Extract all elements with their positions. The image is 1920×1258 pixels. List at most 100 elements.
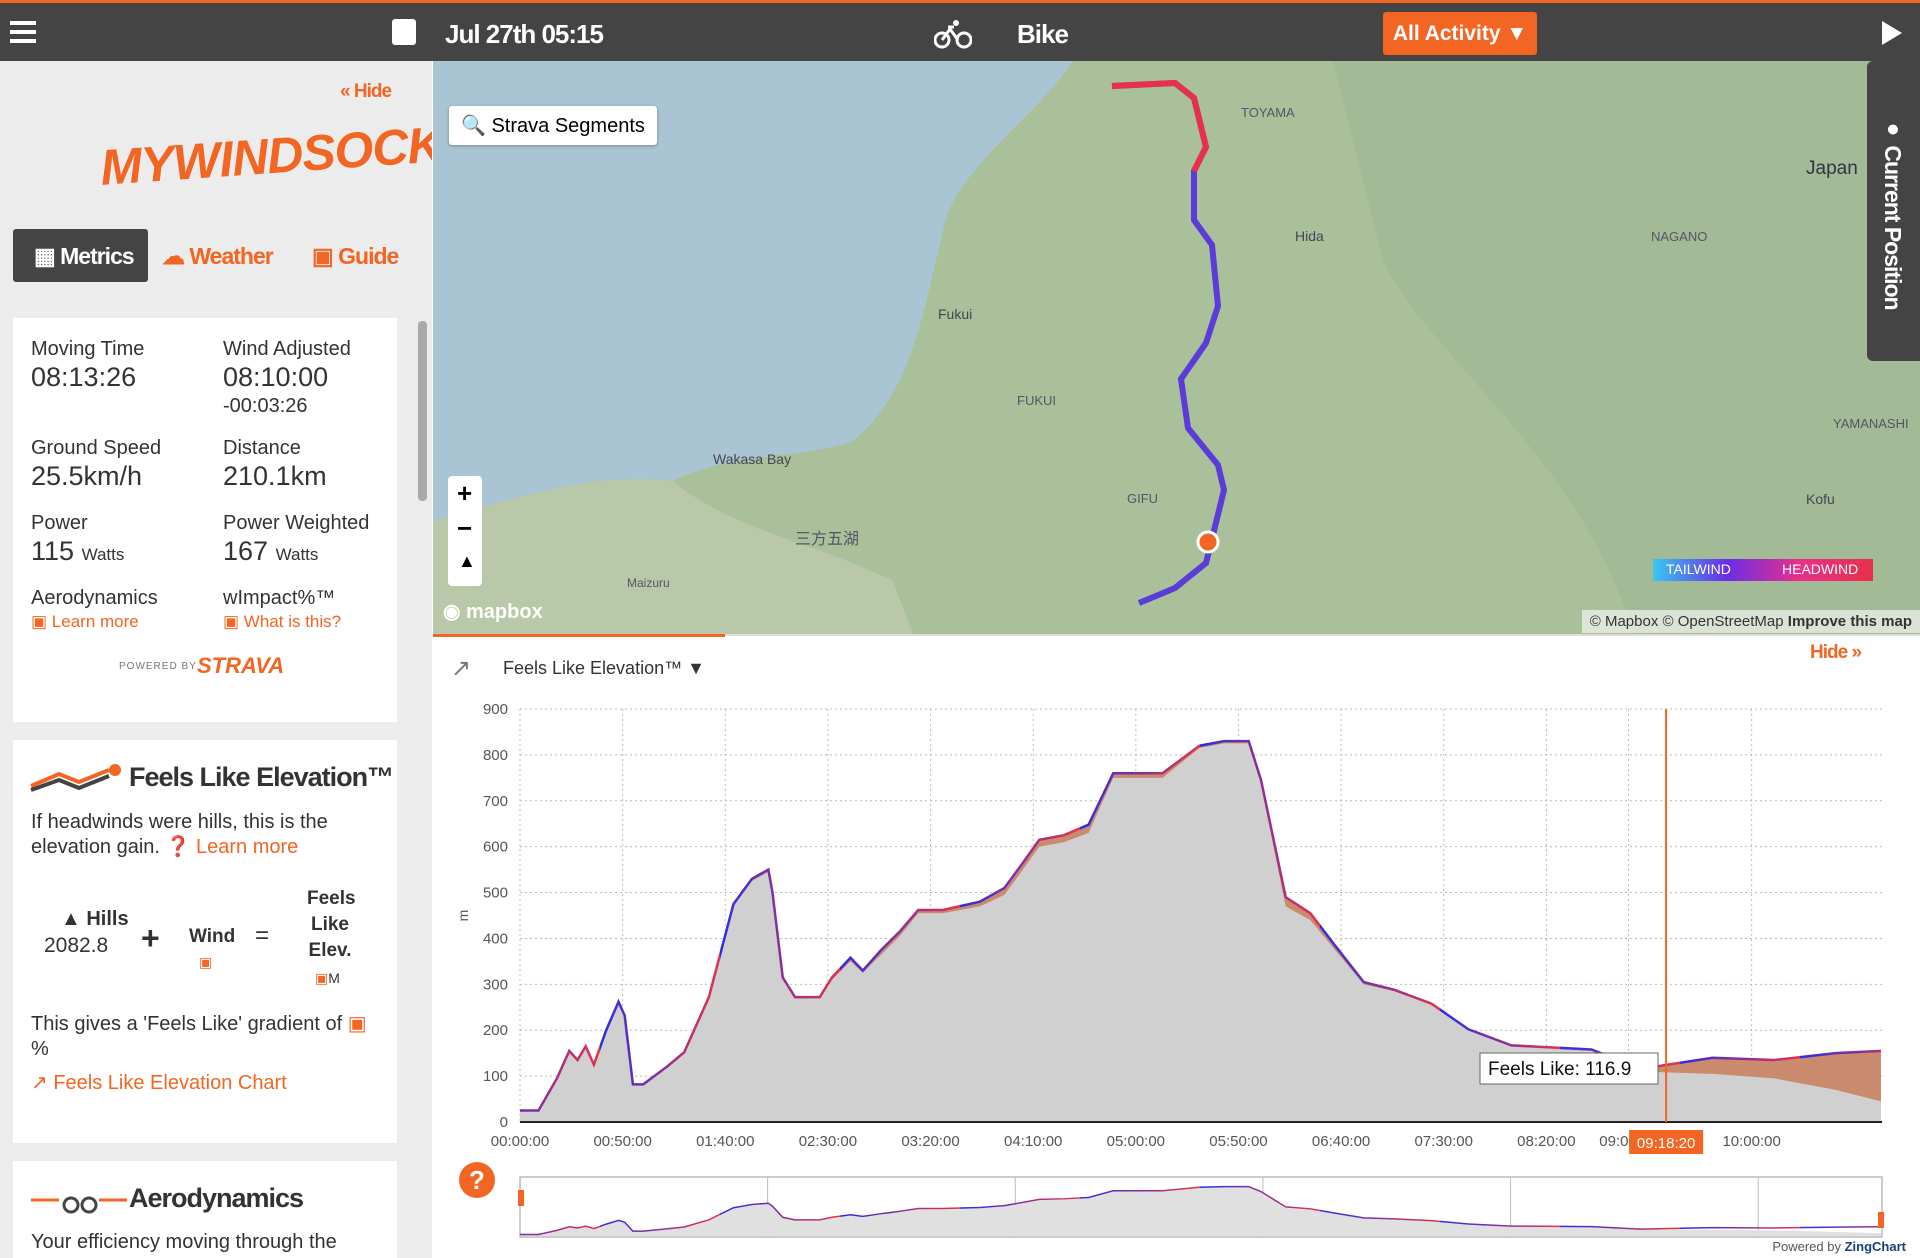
place-label: TOYAMA <box>1241 105 1295 120</box>
hills-value: 2082.8 <box>44 934 109 957</box>
unit: M <box>328 970 340 986</box>
hide-text[interactable]: Hide <box>1810 642 1848 663</box>
feels-icon <box>30 764 121 792</box>
map[interactable]: 🔍 Strava Segments + − ▲ ● Current Positi… <box>433 61 1920 634</box>
result-unit: ▣M <box>315 970 340 986</box>
card-title: Feels Like Elevation™ <box>129 762 394 792</box>
headwind-label: HEADWIND <box>1782 561 1859 577</box>
zoom-in[interactable]: + <box>457 478 473 508</box>
mapbox-logo[interactable]: ◉ mapbox <box>443 601 543 623</box>
tab[interactable]: ▣ Guide <box>312 243 399 269</box>
metric-unit: Watts <box>275 545 319 564</box>
logo-text[interactable]: mapbox <box>466 601 543 623</box>
aero-card: Aerodynamics Your efficiency moving thro… <box>13 1161 397 1258</box>
button-text[interactable]: Strava Segments <box>491 115 645 137</box>
date[interactable]: Jul 27th 05:15 <box>445 19 604 49</box>
plus-sign: + <box>141 920 160 956</box>
tab-label[interactable]: Weather <box>189 243 273 269</box>
attribution-text[interactable]: © Mapbox © OpenStreetMap <box>1589 613 1784 630</box>
link-text[interactable]: Learn more <box>51 612 139 631</box>
current-position-label[interactable]: ● Current Position <box>1880 115 1906 310</box>
label: Hills <box>86 908 129 930</box>
place-label: Wakasa Bay <box>713 451 792 467</box>
menu-button[interactable] <box>10 21 36 43</box>
wind-legend <box>1653 559 1873 581</box>
link-text[interactable]: Learn more <box>196 836 299 858</box>
place-label: 三方五湖 <box>795 531 860 548</box>
place-label: Japan <box>1806 158 1858 179</box>
label[interactable]: Current Position <box>1880 145 1906 310</box>
tab[interactable]: ▦ Metrics <box>34 243 135 269</box>
metrics-card: Moving Time 08:13:26 Wind Adjusted 08:10… <box>13 318 397 722</box>
link-text[interactable]: What is this? <box>243 612 342 631</box>
metric-label: wImpact%™ <box>223 587 336 609</box>
powered-by: Powered by ZingChart <box>1772 1239 1906 1254</box>
metric-label: Distance <box>223 437 301 459</box>
metric-unit: Watts <box>81 545 125 564</box>
tab-label[interactable]: Guide <box>338 243 399 269</box>
current-position-tab[interactable] <box>1867 61 1920 361</box>
tab-active[interactable] <box>13 229 148 282</box>
wind-label: Wind <box>189 926 236 947</box>
learn-more-link[interactable]: ❓ Learn more <box>165 836 299 858</box>
tailwind-label: TAILWIND <box>1666 561 1731 577</box>
what-is-this-link[interactable]: ▣ What is this? <box>223 612 342 631</box>
place-label: YAMANASHI <box>1833 416 1909 431</box>
hide-text[interactable]: Hide <box>353 81 392 102</box>
brand[interactable]: ZingChart <box>1844 1239 1906 1254</box>
aero-icon <box>31 1196 127 1214</box>
metric-number: 167 <box>223 536 269 566</box>
place-label: FUKUI <box>1017 393 1056 408</box>
powered-by: POWERED BY <box>119 661 197 672</box>
card-title: Aerodynamics <box>129 1183 304 1213</box>
tab-label[interactable]: Metrics <box>60 243 135 269</box>
help-button[interactable]: ? <box>459 1162 495 1198</box>
calendar-icon[interactable] <box>392 19 416 45</box>
equals-sign: = <box>255 922 270 949</box>
link-text[interactable]: Feels Like Elevation Chart <box>53 1072 287 1094</box>
improve-link[interactable]: Improve this map <box>1787 613 1912 630</box>
result-label: Feels Like Elev. <box>307 888 356 961</box>
metric-value: 115 Watts <box>31 536 124 567</box>
sidebar: « Hide MYWINDSOCK ▦ Metrics ☁ Weather ▣ … <box>0 61 432 1258</box>
place-label: NAGANO <box>1651 229 1708 244</box>
metric-value: 167 Watts <box>223 536 318 567</box>
place-label: Kofu <box>1806 491 1835 507</box>
metric-value: 08:13:26 <box>31 362 137 392</box>
metric-value: 25.5km/h <box>31 461 143 491</box>
compass[interactable]: ▲ <box>458 551 476 571</box>
text: This gives a 'Feels Like' gradient of <box>31 1013 343 1035</box>
gradient-text: This gives a 'Feels Like' gradient of ▣ … <box>31 1013 367 1060</box>
top-bar: Jul 27th 05:15 Bike All Activity ▼ <box>0 0 1920 61</box>
learn-more-link[interactable]: ▣ Learn more <box>31 612 139 631</box>
place-label: Maizuru <box>627 576 670 590</box>
attribution: © Mapbox © OpenStreetMap Improve this ma… <box>1581 610 1920 633</box>
play-button[interactable] <box>1880 19 1904 47</box>
metric-label: Power Weighted <box>223 512 370 534</box>
scrollbar[interactable] <box>418 321 427 501</box>
zoom-out[interactable]: − <box>457 513 473 543</box>
chart-panel: ↗ Feels Like Elevation™ ▼ Hide » ? Power… <box>433 634 1920 1258</box>
tab[interactable]: ☁ Weather <box>162 243 274 269</box>
wind-value-link[interactable]: ▣ <box>199 954 213 970</box>
progress-bar <box>433 634 725 637</box>
feels-like-card: Feels Like Elevation™ If headwinds were … <box>13 740 397 1143</box>
metric-number: 115 <box>31 536 75 566</box>
card-description: If headwinds were hills, this is the ele… <box>31 810 371 860</box>
chart-selector[interactable]: Feels Like Elevation™ ▼ <box>503 658 705 678</box>
metric-sub: -00:03:26 <box>223 395 308 417</box>
hide-link[interactable]: « Hide <box>340 81 392 102</box>
metric-label: Ground Speed <box>31 437 162 459</box>
hide-link[interactable]: Hide » <box>1810 642 1862 663</box>
metric-label: Aerodynamics <box>31 587 158 609</box>
strava-logo: STRAVA <box>197 653 285 678</box>
metric-label: Wind Adjusted <box>223 338 351 360</box>
card-description: Your efficiency moving through the <box>31 1231 337 1253</box>
chart-link[interactable]: ↗ Feels Like Elevation Chart <box>31 1072 287 1094</box>
place-label: Hida <box>1295 228 1324 244</box>
activity-button[interactable]: All Activity ▼ <box>1383 12 1537 55</box>
bike-icon <box>934 20 972 49</box>
metric-label: Moving Time <box>31 338 145 360</box>
strava-segments-button[interactable]: 🔍 Strava Segments <box>449 106 657 145</box>
